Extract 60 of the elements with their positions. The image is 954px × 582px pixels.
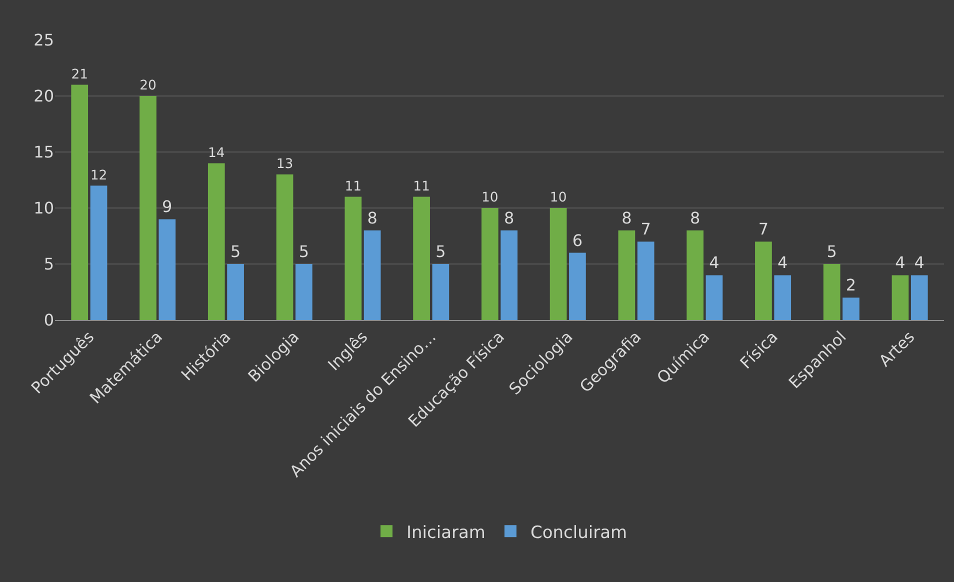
legend-label: Iniciaram: [406, 522, 486, 543]
bar: [500, 230, 518, 320]
bar: [755, 242, 772, 320]
bar: [413, 196, 430, 320]
data-label: 7: [758, 220, 769, 239]
y-tick-label: 25: [34, 30, 54, 50]
bar: [432, 264, 450, 320]
bar: [140, 96, 156, 320]
bar: [842, 298, 860, 320]
data-label: 20: [140, 78, 156, 94]
y-tick-label: 20: [34, 86, 54, 106]
data-label: 4: [895, 253, 906, 272]
data-label: 6: [572, 230, 583, 250]
data-label: 4: [709, 253, 720, 272]
data-label: 4: [914, 253, 924, 272]
bar: [158, 219, 176, 320]
bar: [208, 163, 225, 320]
y-tick-label: 15: [34, 142, 54, 162]
bar: [637, 242, 654, 320]
bar: [823, 264, 840, 320]
bar: [344, 196, 362, 320]
bar: [706, 275, 723, 320]
data-label: 5: [230, 242, 241, 261]
y-tick-label: 5: [44, 254, 54, 274]
y-tick-label: 10: [34, 198, 54, 218]
data-label: 11: [413, 179, 430, 194]
data-label: 4: [778, 253, 788, 272]
bar: [892, 275, 909, 320]
bar: [71, 84, 88, 320]
data-label: 5: [436, 242, 446, 261]
bar: [276, 174, 294, 320]
y-tick-label: 0: [44, 310, 54, 330]
data-label: 9: [162, 197, 172, 216]
data-label: 13: [276, 157, 294, 172]
data-label: 8: [367, 208, 378, 228]
data-label: 14: [208, 146, 225, 161]
data-label: 8: [504, 208, 514, 228]
data-label: 8: [690, 208, 700, 228]
bar: [296, 264, 312, 320]
bar: [618, 230, 636, 320]
bar: [364, 230, 381, 320]
data-label: 10: [482, 190, 498, 206]
data-label: 12: [90, 168, 108, 184]
data-label: 7: [640, 220, 651, 239]
bar: [482, 208, 498, 320]
bar: [569, 252, 586, 320]
data-label: 21: [71, 67, 88, 82]
legend-label: Concluiram: [530, 522, 628, 543]
data-label: 8: [622, 208, 632, 228]
bar: [90, 186, 108, 320]
bar: [550, 208, 567, 320]
bar: [774, 275, 792, 320]
data-label: 11: [344, 179, 362, 194]
data-label: 5: [826, 242, 837, 261]
data-label: 2: [846, 276, 856, 295]
data-label: 10: [550, 190, 567, 206]
bar: [686, 230, 704, 320]
bar: [227, 264, 244, 320]
data-label: 5: [298, 242, 310, 261]
bar: [910, 275, 928, 320]
